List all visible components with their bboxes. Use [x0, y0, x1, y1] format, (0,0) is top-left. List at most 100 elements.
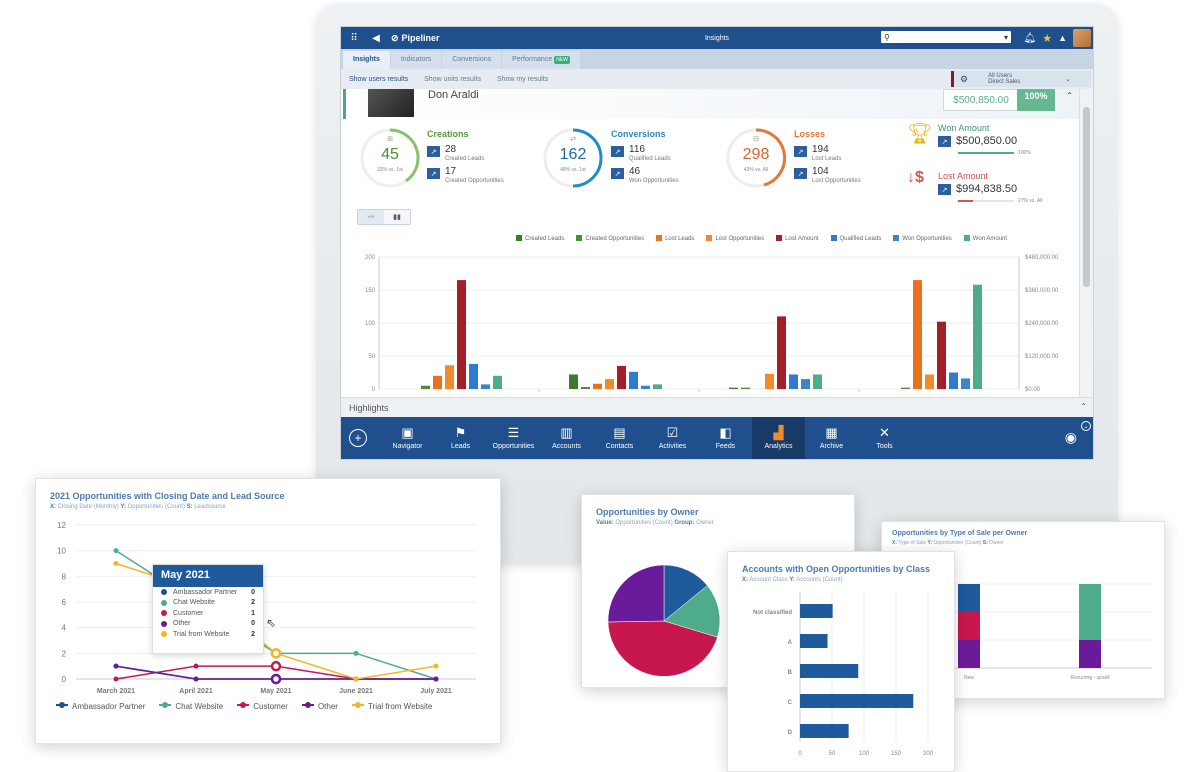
tooltip-row: Customer1 [153, 608, 263, 619]
legend-item[interactable]: Won Amount [964, 235, 1007, 242]
legend-item[interactable]: Chat Website [159, 702, 223, 711]
insights-chart-legend: Created Leads Created Opportunities Lost… [516, 235, 1007, 242]
pie-chart [608, 565, 720, 677]
headset-icon[interactable]: ◉ [1065, 429, 1077, 446]
nav-navigator[interactable]: ▣Navigator [381, 417, 434, 459]
bar-chart-icon[interactable]: ▮▮ [384, 210, 410, 224]
nav-contacts[interactable]: ▤Contacts [593, 417, 646, 459]
won-amount-item[interactable]: ↗$500,850.00 [938, 135, 1017, 147]
lost-leads-item[interactable]: ↗194Lost Leads [794, 145, 841, 163]
nav-analytics[interactable]: ▟Analytics [752, 417, 805, 459]
nav-opportunities[interactable]: ☰Opportunities [487, 417, 540, 459]
tab-performance[interactable]: PerformanceNEW [502, 51, 580, 69]
legend-item[interactable]: Lost Leads [656, 235, 694, 242]
nav-tools[interactable]: ✕Tools [858, 417, 911, 459]
add-icon[interactable]: + [349, 429, 367, 447]
svg-text:Not classified: Not classified [753, 610, 792, 616]
svg-text:May 2021: May 2021 [260, 688, 291, 695]
legend-item[interactable]: Created Leads [516, 235, 564, 242]
graduation-cap-icon[interactable]: ▲ [1058, 33, 1067, 43]
search-input[interactable]: ⚲ ▾ [881, 31, 1011, 43]
svg-text:$240,000.00: $240,000.00 [1025, 321, 1059, 327]
svg-text:6: 6 [62, 598, 67, 607]
pie-chart-title: Opportunities by Owner [596, 507, 840, 517]
apps-grid-icon[interactable]: ⠿ [347, 31, 361, 45]
search-dropdown-icon[interactable]: ▾ [1004, 33, 1008, 42]
stack-icon: ☰ [508, 426, 520, 440]
highlights-panel[interactable]: Highlights ⌃ [341, 397, 1094, 417]
star-icon[interactable]: ★ [1042, 32, 1052, 45]
legend-item[interactable]: Ambassador Partner [56, 702, 145, 711]
creations-icon: ⊞ [359, 135, 421, 143]
user-amount: $500,850.00 [943, 89, 1019, 111]
svg-text:April 2021: April 2021 [179, 688, 213, 695]
subtab-units-results[interactable]: Show units results [424, 76, 481, 83]
qualified-leads-item[interactable]: ↗116Qualified Leads [611, 145, 671, 163]
gears-icon: ⚙ [960, 74, 968, 85]
nav-leads[interactable]: ⚑Leads [434, 417, 487, 459]
tab-insights[interactable]: Insights [343, 51, 390, 69]
horizontal-bar-card: Accounts with Open Opportunities by Clas… [727, 551, 955, 772]
building-icon: ▥ [560, 426, 572, 440]
svg-text:D: D [788, 730, 793, 736]
user-filter-dropdown[interactable]: ⚙ All UsersDirect Sales ⌄ [951, 71, 1091, 87]
svg-text:$360,000.00: $360,000.00 [1025, 288, 1059, 294]
conversions-icon: ⇄ [542, 135, 604, 143]
svg-text:150: 150 [365, 288, 376, 294]
flag-icon: ⚑ [455, 426, 467, 440]
chevron-up-icon[interactable]: ⌃ [1080, 402, 1087, 411]
lost-amount-item[interactable]: ↗$994,838.50 [938, 183, 1017, 195]
nav-accounts[interactable]: ▥Accounts [540, 417, 593, 459]
line-chart-icon[interactable]: 〰 [358, 210, 384, 224]
nav-archive[interactable]: ▦Archive [805, 417, 858, 459]
user-avatar[interactable] [1073, 29, 1091, 47]
chart-tooltip: May 2021 Ambassador Partner0 Chat Websit… [152, 564, 264, 654]
svg-text:June 2021: June 2021 [339, 688, 373, 695]
tab-conversions[interactable]: Conversions [442, 51, 501, 69]
subtab-users-results[interactable]: Show users results [349, 76, 408, 83]
won-opportunities-item[interactable]: ↗46Won Opportunities [611, 167, 679, 185]
losses-ring: ⊟ 298 43% vs. All [725, 127, 787, 189]
svg-text:$480,000.00: $480,000.00 [1025, 255, 1059, 261]
creations-ring: ⊞ 45 33% vs. 1st [359, 127, 421, 189]
losses-title: Losses [794, 129, 825, 139]
scrollbar-thumb[interactable] [1083, 107, 1090, 287]
collapse-up-icon[interactable]: ⌃ [1066, 91, 1073, 100]
line-chart: 024681012March 2021April 2021May 2021Jun… [36, 515, 502, 701]
legend-item[interactable]: Customer [237, 702, 288, 711]
tab-indicators[interactable]: Indicators [391, 51, 441, 69]
won-amount-title: Won Amount [938, 123, 989, 133]
nav-feeds[interactable]: ◧Feeds [699, 417, 752, 459]
legend-item[interactable]: Created Opportunities [576, 235, 644, 242]
legend-item[interactable]: Lost Amount [776, 235, 818, 242]
nav-activities[interactable]: ☑Activities [646, 417, 699, 459]
trend-icon: ↗ [611, 168, 624, 179]
legend-item[interactable]: Lost Opportunities [706, 235, 764, 242]
trend-icon: ↗ [794, 168, 807, 179]
legend-item[interactable]: Trial from Website [352, 702, 432, 711]
horizontal-bar-chart: 050100150200Not classifiedABCD [728, 592, 956, 772]
legend-item[interactable]: Other [302, 702, 338, 711]
legend-item[interactable]: Qualified Leads [831, 235, 882, 242]
user-summary-row[interactable]: Don Araldi $500,850.00 100% ⌃ [341, 89, 1079, 119]
svg-text:Recurring - upsell: Recurring - upsell [1070, 675, 1109, 681]
bell-icon[interactable]: 🔔︎ [1024, 33, 1037, 44]
horizontal-bar-title: Accounts with Open Opportunities by Clas… [742, 564, 940, 574]
svg-text:4: 4 [62, 624, 67, 633]
monitor-chart-icon: ▣ [401, 426, 413, 440]
legend-item[interactable]: Won Opportunities [893, 235, 952, 242]
lost-opportunities-item[interactable]: ↗104Lost Opportunities [794, 167, 861, 185]
svg-text:50: 50 [368, 354, 375, 360]
megaphone-icon[interactable]: ◀ [369, 31, 383, 45]
subtab-my-results[interactable]: Show my results [497, 76, 548, 83]
collapse-icon[interactable]: ⌄ [1081, 421, 1091, 431]
creations-title: Creations [427, 129, 469, 139]
created-opportunities-item[interactable]: ↗17Created Opportunities [427, 167, 504, 185]
vertical-scrollbar[interactable] [1079, 89, 1093, 419]
insights-content: Don Araldi $500,850.00 100% ⌃ ⊞ 45 33% v… [341, 89, 1079, 419]
svg-text:50: 50 [829, 751, 836, 757]
created-leads-item[interactable]: ↗28Created Leads [427, 145, 484, 163]
lost-money-icon: ↓$ [907, 169, 924, 187]
tooltip-row: Trial from Website2 [153, 629, 263, 640]
conversions-title: Conversions [611, 129, 666, 139]
